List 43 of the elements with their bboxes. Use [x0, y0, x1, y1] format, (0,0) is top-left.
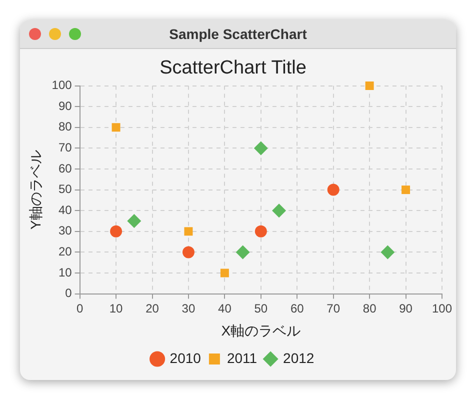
y-tick-label: 0 — [65, 286, 72, 300]
x-tick-label: 60 — [290, 301, 304, 316]
point — [220, 268, 229, 278]
text: Sample ScatterChart — [169, 26, 307, 42]
x-tick-label: 40 — [218, 301, 232, 316]
y-tick-label: 90 — [58, 98, 72, 113]
legend-label: 2010 — [170, 350, 202, 366]
y-tick-label: 60 — [58, 161, 72, 176]
point — [110, 225, 122, 238]
y-tick-label: 30 — [58, 224, 72, 238]
legend-label: 2011 — [226, 350, 258, 366]
point — [182, 246, 194, 258]
y-tick-label: 40 — [58, 202, 72, 217]
point — [112, 123, 120, 132]
point — [365, 82, 374, 90]
y-tick-label: 80 — [58, 120, 72, 134]
y-tick-label: 50 — [58, 182, 72, 196]
point — [184, 227, 193, 236]
point — [402, 186, 410, 194]
point — [236, 245, 250, 260]
y-axis-title: Y軸のラベル — [27, 150, 44, 230]
y-tick-label: 10 — [58, 265, 72, 280]
y-tick-label: 100 — [52, 78, 72, 92]
x-tick-label: 90 — [399, 301, 413, 316]
x-tick-label: 50 — [254, 301, 268, 316]
x-tick-label: 70 — [326, 301, 340, 316]
point — [380, 245, 395, 260]
point — [254, 225, 267, 238]
point — [127, 214, 142, 228]
chart-title: ScatterChart Title — [160, 58, 306, 79]
y-tick-label: 70 — [58, 140, 72, 155]
x-tick-label: 30 — [182, 301, 196, 316]
point — [272, 204, 286, 218]
x-tick-label: 100 — [432, 301, 452, 316]
x-tick-label: 80 — [362, 301, 377, 316]
x-axis-title: X軸のラベル — [221, 322, 301, 338]
x-tick-label: 0 — [76, 301, 84, 316]
point — [254, 141, 268, 156]
x-tick-label: 20 — [146, 301, 160, 316]
x-tick-label: 10 — [109, 301, 124, 316]
point — [327, 184, 340, 196]
legend-label: 2012 — [283, 350, 314, 366]
y-tick-label: 20 — [58, 244, 72, 259]
